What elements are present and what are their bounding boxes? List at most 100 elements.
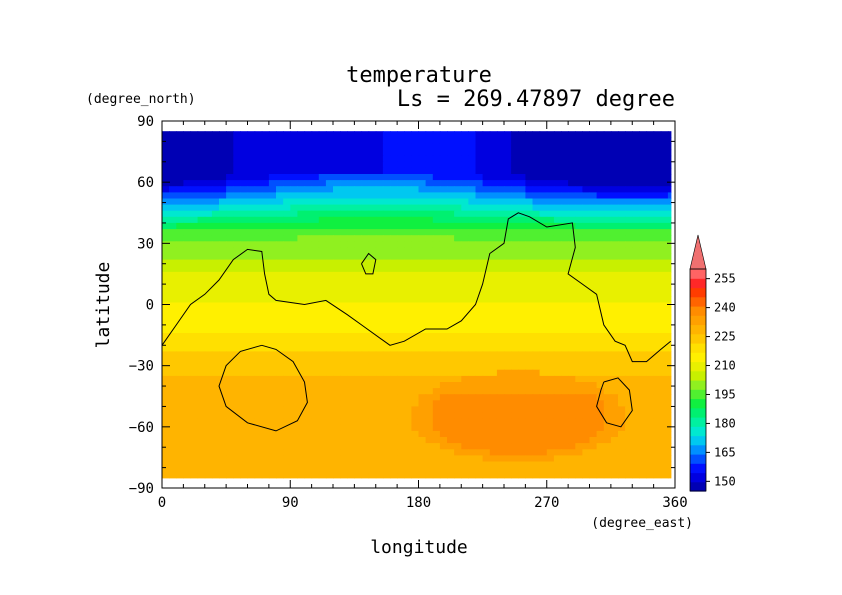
field-cell xyxy=(482,155,491,163)
field-cell xyxy=(646,180,655,187)
field-cell xyxy=(632,406,640,414)
field-cell xyxy=(211,167,220,175)
field-cell xyxy=(162,180,170,187)
field-cell xyxy=(261,449,270,456)
field-cell xyxy=(454,314,462,322)
field-cell xyxy=(333,363,341,371)
field-cell xyxy=(432,259,441,267)
field-cell xyxy=(553,167,562,175)
field-cell xyxy=(475,241,484,248)
field-cell xyxy=(475,198,484,206)
field-cell xyxy=(219,131,227,138)
field-cell xyxy=(233,467,241,475)
field-cell xyxy=(454,186,462,193)
field-cell xyxy=(190,424,199,432)
field-cell xyxy=(525,229,534,236)
field-cell xyxy=(539,167,548,175)
field-cell xyxy=(233,430,241,438)
field-cell xyxy=(254,265,263,273)
field-cell xyxy=(290,155,298,163)
field-cell xyxy=(625,149,633,157)
field-cell xyxy=(504,467,512,475)
field-cell xyxy=(390,394,398,401)
field-cell xyxy=(268,253,277,261)
field-cell xyxy=(347,326,355,334)
field-cell xyxy=(546,137,555,144)
field-cell xyxy=(354,174,363,181)
field-cell xyxy=(439,253,448,261)
field-cell xyxy=(468,467,477,475)
y-tick-label: 90 xyxy=(137,114,154,130)
field-cell xyxy=(361,192,370,200)
field-cell xyxy=(589,320,598,328)
field-cell xyxy=(390,375,398,383)
field-cell xyxy=(411,137,420,144)
field-cell xyxy=(354,394,363,401)
field-cell xyxy=(589,265,598,273)
colorbar-label: 150 xyxy=(714,474,736,488)
field-cell xyxy=(425,271,434,279)
field-cell xyxy=(432,308,441,316)
field-cell xyxy=(240,216,249,224)
field-cell xyxy=(169,222,177,230)
field-cell xyxy=(311,308,320,316)
field-cell xyxy=(276,259,284,267)
field-cell xyxy=(425,400,434,407)
field-cell xyxy=(261,143,270,151)
field-cell xyxy=(439,406,448,414)
field-cell xyxy=(411,167,420,175)
field-cell xyxy=(261,455,270,463)
field-cell xyxy=(233,284,241,291)
field-cell xyxy=(504,174,512,181)
field-cell xyxy=(390,461,398,469)
field-cell xyxy=(368,192,377,200)
field-cell xyxy=(511,424,519,432)
field-cell xyxy=(496,241,505,248)
field-cell xyxy=(382,388,391,395)
field-cell xyxy=(461,192,469,200)
field-cell xyxy=(397,161,405,169)
field-cell xyxy=(618,241,626,248)
field-cell xyxy=(347,278,355,285)
field-cell xyxy=(546,259,555,267)
field-cell xyxy=(233,326,241,334)
field-cell xyxy=(233,320,241,328)
field-cell xyxy=(190,174,199,181)
field-cell xyxy=(618,296,626,303)
field-cell xyxy=(561,216,569,224)
field-cell xyxy=(489,235,498,242)
field-cell xyxy=(660,161,669,169)
field-cell xyxy=(589,382,598,389)
field-cell xyxy=(397,412,405,420)
field-cell xyxy=(226,418,234,426)
field-cell xyxy=(539,198,548,206)
field-cell xyxy=(575,345,583,352)
field-cell xyxy=(340,296,348,303)
field-cell xyxy=(283,461,291,469)
field-cell xyxy=(233,186,241,193)
field-cell xyxy=(546,149,555,157)
field-cell xyxy=(518,326,526,334)
field-cell xyxy=(610,167,619,175)
field-cell xyxy=(404,204,412,212)
field-cell xyxy=(511,320,519,328)
field-cell xyxy=(653,326,662,334)
field-cell xyxy=(390,204,398,212)
field-cell xyxy=(561,455,569,463)
field-cell xyxy=(625,437,633,444)
field-cell xyxy=(432,296,441,303)
field-cell xyxy=(489,278,498,285)
field-cell xyxy=(461,186,469,193)
field-cell xyxy=(525,149,534,157)
field-cell xyxy=(318,131,327,138)
field-cell xyxy=(297,363,306,371)
field-cell xyxy=(425,241,434,248)
field-cell xyxy=(297,357,306,365)
field-cell xyxy=(261,473,270,479)
field-cell xyxy=(546,271,555,279)
field-cell xyxy=(596,473,605,479)
field-cell xyxy=(361,229,370,236)
field-cell xyxy=(546,180,555,187)
field-cell xyxy=(425,424,434,432)
field-cell xyxy=(625,363,633,371)
